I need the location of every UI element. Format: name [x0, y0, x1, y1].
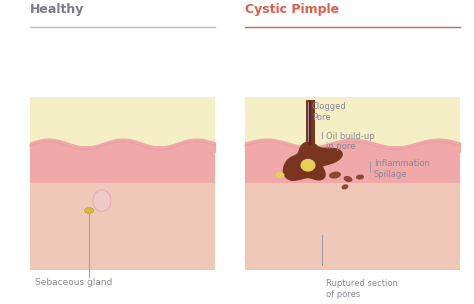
Text: Inflammation
Spillage: Inflammation Spillage [374, 159, 430, 179]
Ellipse shape [356, 174, 364, 180]
Text: Healthy: Healthy [30, 2, 84, 16]
Polygon shape [283, 142, 342, 180]
Bar [30, 97, 215, 146]
Ellipse shape [344, 176, 352, 182]
Text: Clogged
Pore: Clogged Pore [312, 102, 347, 122]
Bar [245, 183, 460, 270]
Text: Sebaceous gland: Sebaceous gland [35, 278, 112, 288]
Bar [245, 146, 460, 183]
Ellipse shape [285, 173, 299, 181]
Bar [30, 146, 215, 183]
Ellipse shape [329, 171, 341, 179]
Ellipse shape [275, 172, 284, 178]
Text: Cystic Pimple: Cystic Pimple [245, 2, 339, 16]
Bar [30, 183, 215, 270]
Text: Ruptured section
of pores: Ruptured section of pores [326, 279, 398, 299]
Polygon shape [93, 190, 111, 212]
Ellipse shape [342, 184, 348, 189]
Ellipse shape [84, 208, 93, 213]
Bar [245, 97, 460, 146]
Text: Oil build-up
in pore: Oil build-up in pore [326, 132, 374, 151]
Ellipse shape [301, 159, 316, 172]
Bar [306, 100, 315, 143]
